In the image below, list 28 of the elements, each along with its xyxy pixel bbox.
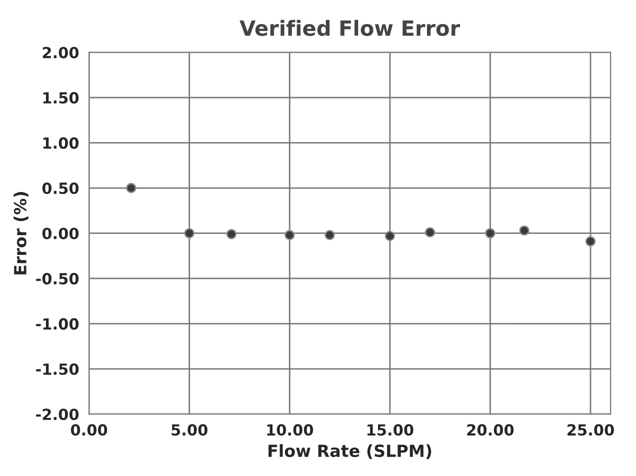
point (384, 230, 396, 242)
y-tick-label: 0.00 (42, 228, 79, 240)
point (226, 229, 237, 240)
x-axis-title: Flow Rate (SLPM) (268, 444, 432, 460)
x-tick-label: 20.00 (467, 424, 514, 436)
y-tick-label: 0.50 (42, 182, 79, 194)
point (424, 227, 436, 238)
y-tick-label: 2.00 (42, 46, 79, 58)
point (585, 236, 596, 246)
y-tick-label: 1.50 (43, 92, 79, 104)
x-tick-label: 5.00 (172, 424, 208, 436)
point (324, 230, 335, 240)
y-axis-title: Error (%) (14, 192, 28, 274)
point (184, 228, 194, 238)
point (519, 225, 530, 236)
chart-title: Verified Flow Error (240, 20, 460, 36)
point (485, 228, 496, 238)
y-tick-label: -1.50 (36, 363, 79, 375)
y-tick-label: -2.00 (36, 408, 79, 420)
x-tick-label: 0.00 (70, 424, 108, 436)
x-tick-label: 10.00 (267, 424, 314, 436)
y-tick-label: -1.00 (36, 318, 79, 330)
x-tick-label: 25.00 (568, 424, 614, 436)
y-tick-label: -0.50 (36, 272, 79, 284)
x-tick-label: 15.00 (367, 424, 414, 436)
point (284, 230, 295, 240)
point (126, 182, 136, 194)
y-tick-label: 1.00 (43, 137, 79, 149)
